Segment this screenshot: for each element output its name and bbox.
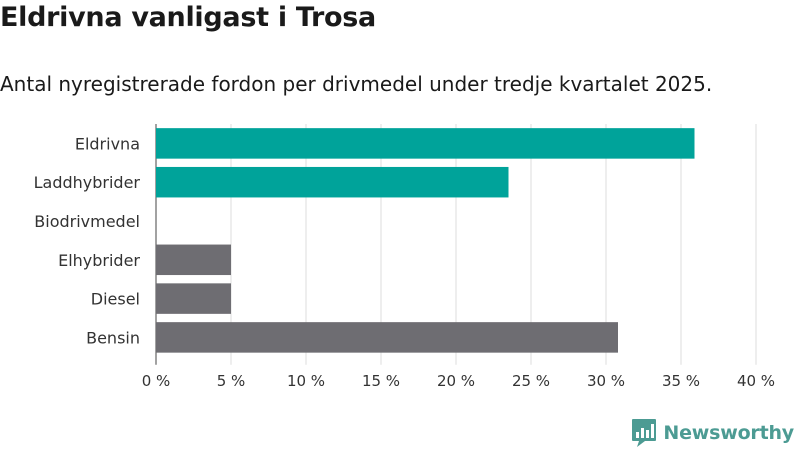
chart-title: Eldrivna vanligast i Trosa	[0, 2, 376, 33]
x-tick-label: 15 %	[362, 372, 400, 390]
category-label: Laddhybrider	[34, 173, 141, 192]
bar-chart-logo-icon	[632, 419, 657, 447]
x-tick-label: 40 %	[737, 372, 775, 390]
x-tick-label: 5 %	[217, 372, 246, 390]
bar	[156, 128, 695, 159]
newsworthy-logo: Newsworthy	[631, 418, 794, 448]
bar	[156, 322, 618, 353]
category-label: Biodrivmedel	[34, 212, 140, 231]
bars	[156, 128, 695, 353]
x-tick-label: 0 %	[142, 372, 171, 390]
bar-chart: Eldrivna Laddhybrider Biodrivmedel Elhybrid…	[34, 124, 775, 390]
x-tick-label: 10 %	[287, 372, 325, 390]
x-tick-label: 30 %	[587, 372, 625, 390]
x-tick-label: 25 %	[512, 372, 550, 390]
bar	[156, 166, 509, 198]
category-label: Diesel	[91, 290, 140, 309]
brand-name: Newsworthy	[663, 422, 794, 444]
bar	[156, 283, 231, 314]
category-label: Eldrivna	[75, 134, 140, 153]
x-tick-label: 35 %	[662, 372, 700, 390]
x-tick-label: 20 %	[437, 372, 475, 390]
category-label: Elhybrider	[58, 251, 140, 270]
bar	[156, 244, 231, 276]
category-label: Bensin	[86, 328, 140, 347]
category-labels: Eldrivna Laddhybrider Biodrivmedel Elhybrid…	[34, 134, 141, 347]
chart-subtitle: Antal nyregistrerade fordon per drivmede…	[0, 72, 713, 96]
x-axis-tick-labels: 0 % 5 % 10 % 15 % 20 % 25 % 30 % 35 % 40 %	[142, 372, 775, 390]
